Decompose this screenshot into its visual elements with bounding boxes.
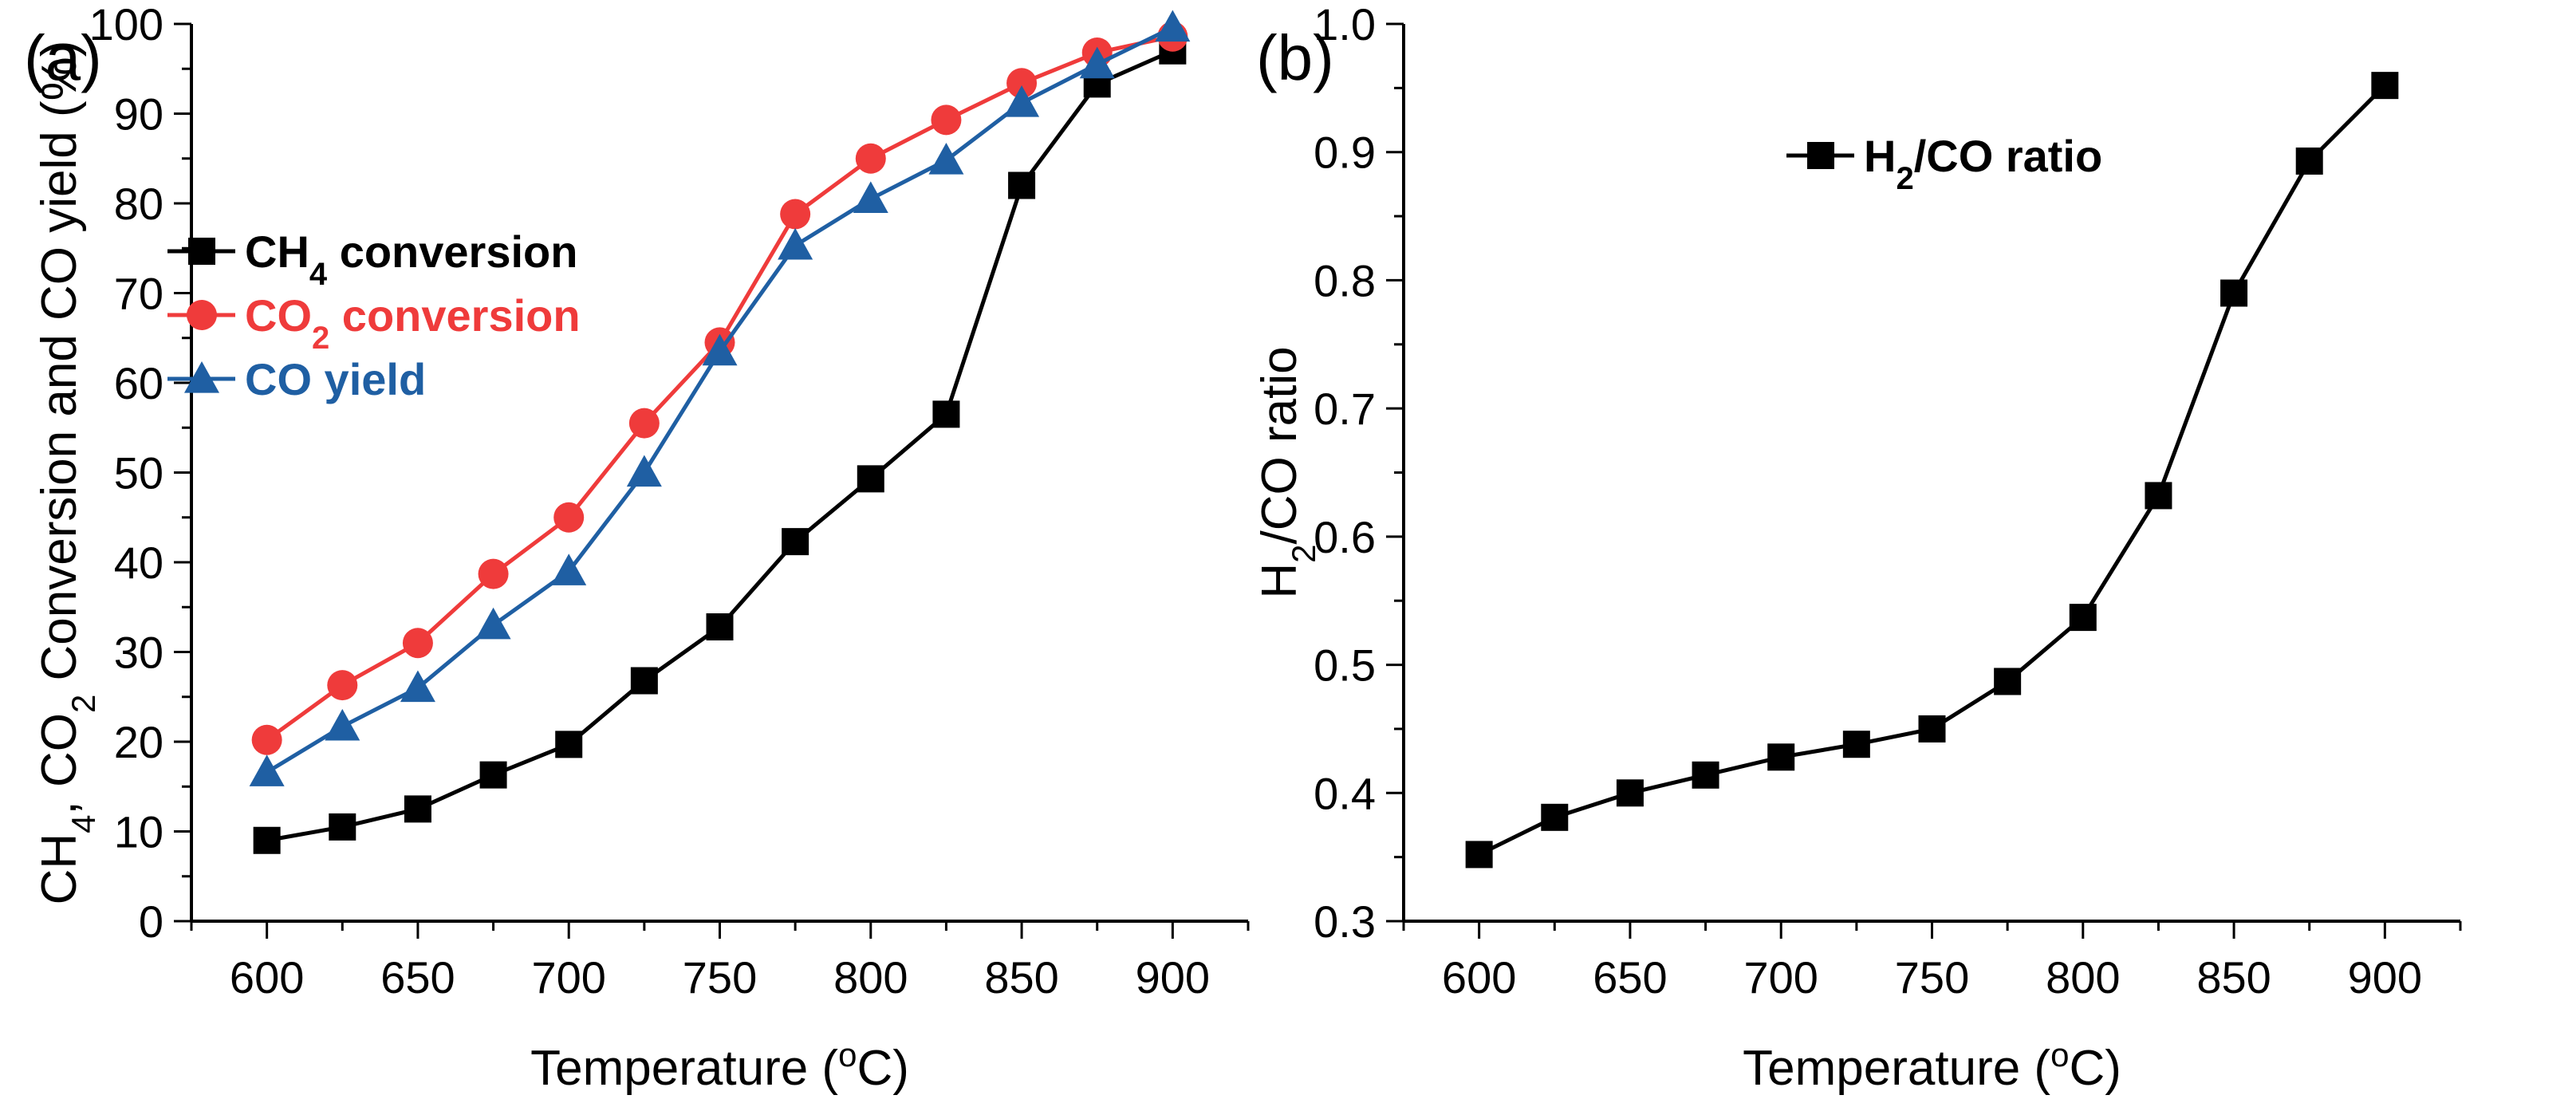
data-point <box>327 670 358 701</box>
data-point <box>2295 147 2323 175</box>
panel-b-ratio-chart: (b) 600 650 700 750 800 850 900 0.3 0.4 0.5 0.6 0.7 0… <box>1252 0 2462 1097</box>
y-tick-label: 50 <box>114 448 163 498</box>
data-point <box>2145 482 2172 510</box>
data-point <box>555 731 583 758</box>
data-point <box>931 104 962 136</box>
x-tick-label: 750 <box>683 952 757 1003</box>
x-axis-title: Temperature (oC) <box>530 1036 909 1097</box>
panel-a-conversion-chart: (a) 600 650 700 750 800 850 900 0 10 20 30 40 50 60 70 8… <box>24 0 1250 1097</box>
data-point <box>630 667 658 695</box>
data-point <box>1006 68 1038 99</box>
data-point <box>1767 743 1795 771</box>
y-tick-label: 0 <box>139 896 163 947</box>
data-point <box>928 143 964 175</box>
data-point <box>249 754 285 786</box>
x-tick-label: 850 <box>984 952 1058 1003</box>
data-point <box>855 143 886 174</box>
legend-label: CO2 conversion <box>245 290 581 356</box>
data-point <box>1079 46 1115 79</box>
x-tick-label: 600 <box>1442 952 1516 1003</box>
y-tick-label: 80 <box>114 179 163 229</box>
y-tick-label: 0.3 <box>1314 896 1376 947</box>
y-tick-label: 1.0 <box>1314 0 1376 49</box>
panel-label: (b) <box>1256 22 1334 93</box>
x-tick-label: 650 <box>380 952 455 1003</box>
y-tick-label: 60 <box>114 358 163 408</box>
data-point <box>702 333 738 366</box>
data-point <box>1994 668 2022 695</box>
data-point <box>782 528 809 556</box>
data-point <box>1692 761 1719 789</box>
y-tick-label: 100 <box>89 0 163 49</box>
legend-label: CO yield <box>245 354 426 404</box>
data-point <box>778 227 813 260</box>
data-point <box>553 502 585 533</box>
x-tick-label: 700 <box>531 952 605 1003</box>
x-tick-label: 850 <box>2196 952 2271 1003</box>
data-point <box>628 408 660 439</box>
x-tick-label: 800 <box>833 952 908 1003</box>
data-point <box>626 455 662 487</box>
data-point <box>1842 731 1870 758</box>
y-tick-label: 0.7 <box>1314 384 1376 434</box>
data-point <box>2371 72 2399 100</box>
data-point <box>1155 10 1191 42</box>
data-point <box>2220 279 2248 307</box>
y-tick-label: 0.6 <box>1314 512 1376 562</box>
legend-label: H2/CO ratio <box>1864 131 2102 196</box>
data-point <box>706 613 734 640</box>
data-point <box>400 670 435 703</box>
x-tick-label: 650 <box>1593 952 1667 1003</box>
legend-marker <box>188 238 215 265</box>
data-point <box>478 558 509 589</box>
data-point <box>780 199 811 230</box>
x-tick-label: 800 <box>2046 952 2120 1003</box>
y-tick-label: 0.4 <box>1314 768 1376 818</box>
series-line-ch4-conversion <box>266 49 1174 843</box>
data-point <box>2069 604 2097 632</box>
y-tick-label: 90 <box>114 89 163 140</box>
legend-marker <box>187 300 217 330</box>
y-tick-label: 70 <box>114 269 163 319</box>
data-point <box>1465 841 1493 869</box>
data-point <box>857 465 884 493</box>
x-tick-label: 900 <box>2348 952 2422 1003</box>
y-tick-label: 30 <box>114 628 163 678</box>
legend-label: CH4 conversion <box>245 227 577 292</box>
x-axis-title: Temperature (oC) <box>1743 1036 2121 1097</box>
x-tick-label: 900 <box>1136 952 1210 1003</box>
data-point <box>1008 171 1036 199</box>
data-point <box>479 761 507 789</box>
data-point <box>404 795 431 823</box>
data-point <box>853 181 888 213</box>
panel-label: (a) <box>24 22 102 93</box>
data-point <box>932 400 960 428</box>
data-point <box>329 813 356 841</box>
legend-marker <box>184 361 219 393</box>
y-tick-label: 0.8 <box>1314 255 1376 305</box>
data-point <box>402 628 433 659</box>
y-tick-label: 10 <box>114 807 163 857</box>
x-tick-label: 750 <box>1895 952 1969 1003</box>
data-point <box>475 607 511 640</box>
y-tick-label: 0.9 <box>1314 128 1376 178</box>
y-axis-title: CH4, CO2 Conversion and CO yield (%) <box>32 41 102 905</box>
data-point <box>251 724 282 755</box>
data-point <box>551 553 587 585</box>
y-tick-label: 20 <box>114 717 163 767</box>
data-point <box>325 708 360 741</box>
data-point <box>1616 779 1644 807</box>
y-axis-title: H2/CO ratio <box>1252 346 1322 598</box>
x-tick-label: 700 <box>1743 952 1818 1003</box>
y-tick-label: 40 <box>114 538 163 588</box>
legend-marker <box>1807 142 1834 169</box>
data-point <box>1541 803 1569 831</box>
y-tick-label: 0.5 <box>1314 640 1376 691</box>
x-tick-label: 600 <box>230 952 304 1003</box>
data-point <box>253 826 281 854</box>
data-point <box>1918 715 1946 743</box>
data-point <box>1004 85 1040 117</box>
